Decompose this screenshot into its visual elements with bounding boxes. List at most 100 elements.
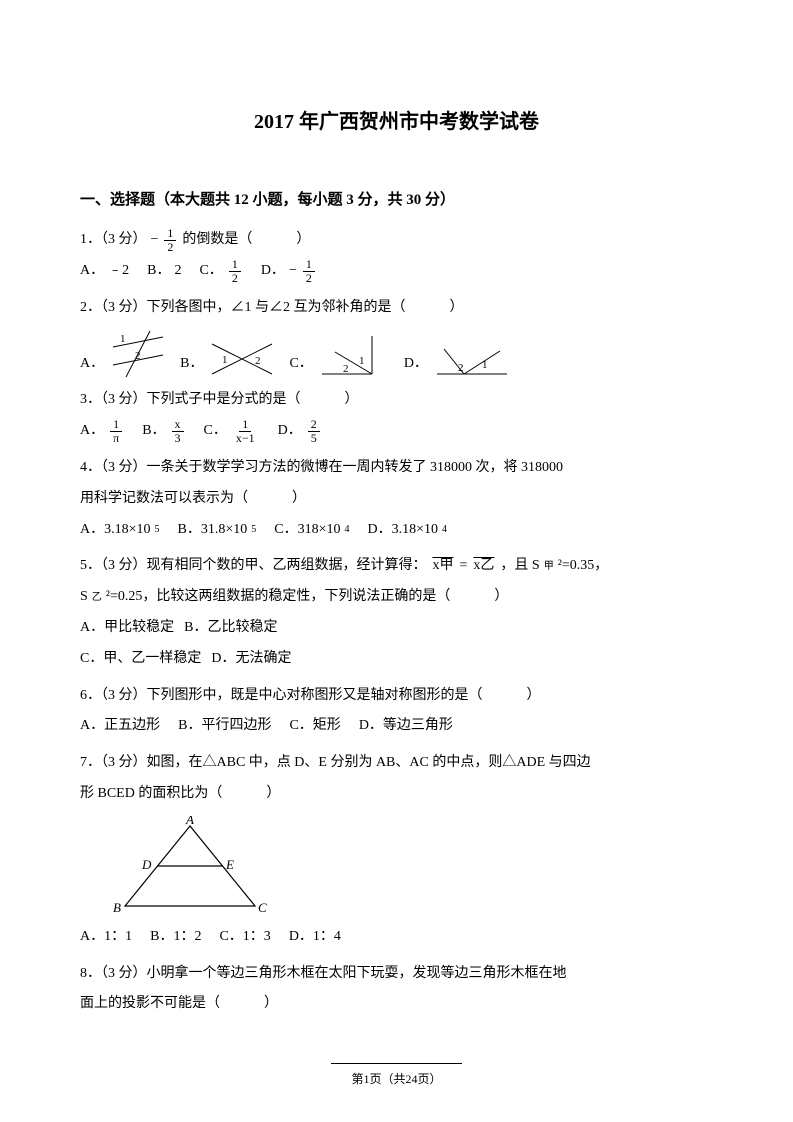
q1-frac-num: 1: [164, 227, 176, 241]
question-5: 5．（3 分）现有相同个数的甲、乙两组数据，经计算得： x甲 = x乙 ，且 S…: [80, 551, 713, 674]
svg-text:B: B: [113, 900, 121, 915]
section-1-header: 一、选择题（本大题共 12 小题，每小题 3 分，共 30 分）: [80, 184, 713, 217]
angle-diagram-d: 2 1: [432, 339, 512, 379]
q8-line1: 8．（3 分）小明拿一个等边三角形木框在太阳下玩耍，发现等边三角形木框在地: [80, 959, 713, 990]
q1-frac-den: 2: [164, 241, 176, 254]
q5-option-c: C．甲、乙一样稳定: [80, 644, 201, 675]
opt-label: B．: [147, 256, 170, 287]
exam-title: 2017 年广西贺州市中考数学试卷: [80, 100, 713, 144]
svg-text:E: E: [225, 857, 234, 872]
q5-l2a: S: [80, 582, 88, 613]
opt-label: D．: [261, 256, 285, 287]
opt-text: 2: [174, 256, 181, 287]
num: x: [172, 418, 184, 432]
opt-label: D．: [404, 349, 428, 380]
svg-text:2: 2: [343, 363, 349, 375]
question-6: 6．（3 分）下列图形中，既是中心对称图形又是轴对称图形的是（ ） A．正五边形…: [80, 681, 713, 743]
xbar-jia: x甲: [431, 551, 456, 582]
svg-text:1: 1: [482, 359, 488, 371]
q2-stem: 2．（3 分）下列各图中，∠1 与∠2 互为邻补角的是（: [80, 293, 406, 324]
q4-option-c: C．318×104: [274, 515, 349, 546]
footer-total: 24: [406, 1072, 418, 1086]
question-3: 3．（3 分）下列式子中是分式的是（ ） A． 1π B． x3 C． 1x−1…: [80, 385, 713, 447]
svg-text:2: 2: [255, 355, 261, 367]
q5-option-a: A．甲比较稳定: [80, 613, 174, 644]
opt-text: ﹣2: [108, 256, 129, 287]
q1d-frac: 1 2: [303, 258, 315, 285]
q1-suffix: 的倒数是（: [182, 225, 252, 256]
q2-option-c: C． 2 1: [289, 334, 391, 379]
q3-option-c: C． 1x−1: [204, 416, 260, 447]
sq: ²=0.25，比较这两组数据的稳定性，下列说法正确的是（: [106, 582, 451, 613]
q1-option-d: D． − 1 2: [261, 256, 317, 287]
den: x−1: [233, 432, 258, 445]
den: 2: [229, 272, 241, 285]
page-footer: 第1页（共24页）: [0, 1063, 793, 1092]
q1c-frac: 1 2: [229, 258, 241, 285]
q1-close: ）: [296, 225, 310, 256]
opt-label: A．: [80, 416, 104, 447]
q8-line2: 面上的投影不可能是（: [80, 989, 220, 1020]
q4-option-a: A．3.18×105: [80, 515, 160, 546]
q6-option-c: C．矩形: [289, 711, 340, 742]
q1-option-c: C． 1 2: [199, 256, 242, 287]
svg-text:A: A: [185, 816, 194, 827]
q3-close: ）: [345, 385, 359, 416]
q7-option-d: D．1：4: [289, 922, 341, 953]
q5-l1b: ，且 S: [500, 551, 539, 582]
q3-option-a: A． 1π: [80, 416, 124, 447]
eq: =: [460, 551, 468, 582]
q1-prefix: 1．（3 分）: [80, 225, 147, 256]
svg-text:2: 2: [458, 362, 464, 374]
q5-l1a: 5．（3 分）现有相同个数的甲、乙两组数据，经计算得：: [80, 551, 427, 582]
angle-diagram-a: 1 2: [108, 329, 168, 379]
opt-label: D．: [278, 416, 302, 447]
num: 1: [239, 418, 251, 432]
opt-label: B．: [180, 349, 203, 380]
exp: 5: [251, 519, 256, 541]
t: A．3.18×10: [80, 515, 151, 546]
den: 2: [303, 272, 315, 285]
q8-close: ）: [264, 989, 278, 1020]
neg: −: [289, 256, 297, 287]
question-1: 1．（3 分） − 1 2 的倒数是（ ） A． ﹣2 B． 2 C． 1 2 …: [80, 225, 713, 287]
question-2: 2．（3 分）下列各图中，∠1 与∠2 互为邻补角的是（ ） A． 1 2 B．…: [80, 293, 713, 380]
q1-option-a: A． ﹣2: [80, 256, 129, 287]
q3-option-d: D． 25: [278, 416, 322, 447]
opt-label: A．: [80, 256, 104, 287]
exp: 5: [155, 519, 160, 541]
svg-text:1: 1: [222, 354, 228, 366]
question-7: 7．（3 分）如图，在△ABC 中，点 D、E 分别为 AB、AC 的中点，则△…: [80, 748, 713, 952]
q5-option-b: B．乙比较稳定: [184, 613, 277, 644]
q7-option-a: A．1：1: [80, 922, 132, 953]
q7-line1: 7．（3 分）如图，在△ABC 中，点 D、E 分别为 AB、AC 的中点，则△…: [80, 748, 713, 779]
q2-option-d: D． 2 1: [404, 339, 512, 379]
angle-diagram-b: 1 2: [207, 339, 277, 379]
q2-close: ）: [450, 293, 464, 324]
opt-label: A．: [80, 349, 104, 380]
opt-label: B．: [142, 416, 165, 447]
q6-stem: 6．（3 分）下列图形中，既是中心对称图形又是轴对称图形的是（: [80, 681, 483, 712]
q2-option-a: A． 1 2: [80, 329, 168, 379]
q4-line1: 4．（3 分）一条关于数学学习方法的微博在一周内转发了 318000 次，将 3…: [80, 453, 713, 484]
sq: ²=0.35，: [558, 551, 609, 582]
question-8: 8．（3 分）小明拿一个等边三角形木框在太阳下玩耍，发现等边三角形木框在地 面上…: [80, 959, 713, 1021]
q4-option-d: D．3.18×104: [367, 515, 447, 546]
q7-close: ）: [266, 779, 280, 810]
den: 3: [172, 432, 184, 445]
svg-text:1: 1: [359, 355, 365, 367]
q2-option-b: B． 1 2: [180, 339, 277, 379]
q5-option-d: D．无法确定: [211, 644, 291, 675]
q4-option-b: B．31.8×105: [178, 515, 257, 546]
footer-suffix: 页）: [418, 1072, 442, 1086]
num: 1: [303, 258, 315, 272]
q6-option-b: B．平行四边形: [178, 711, 271, 742]
q7-line2: 形 BCED 的面积比为（: [80, 779, 222, 810]
num: 1: [229, 258, 241, 272]
q1-option-b: B． 2: [147, 256, 181, 287]
svg-text:C: C: [258, 900, 267, 915]
footer-prefix: 第: [351, 1072, 363, 1086]
q6-close: ）: [527, 681, 541, 712]
triangle-diagram: A B C D E: [110, 816, 713, 916]
q1-fraction: 1 2: [164, 227, 176, 254]
